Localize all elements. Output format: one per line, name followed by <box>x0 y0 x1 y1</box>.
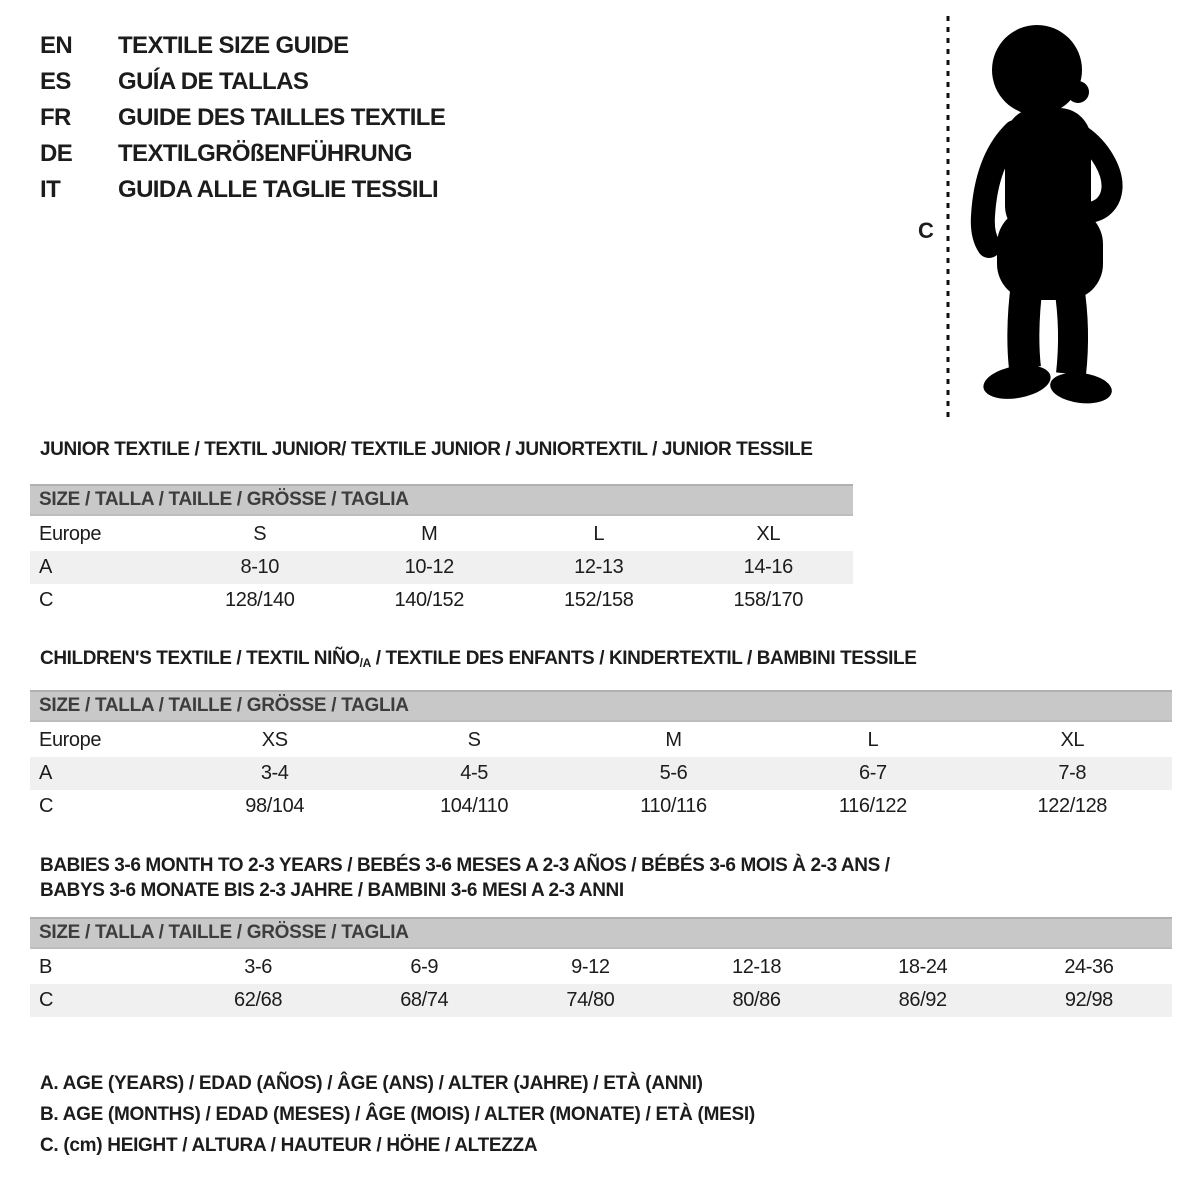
value-cell: 140/152 <box>394 589 465 611</box>
height-dashed-line <box>946 16 950 420</box>
value-cell: 122/128 <box>1037 795 1108 817</box>
value-cell: 86/92 <box>839 984 1006 1017</box>
children-title-prefix: CHILDREN'S TEXTILE / TEXTIL NIÑO <box>40 648 360 669</box>
legend-line-b: B. AGE (MONTHS) / EDAD (MESES) / ÂGE (MO… <box>40 1104 755 1125</box>
value-cell: 18-24 <box>898 956 948 978</box>
value-cell: 12-13 <box>514 551 684 584</box>
value-cell: 110/116 <box>640 795 707 817</box>
value-cell: M <box>665 729 682 751</box>
row-label-cell: C <box>39 589 54 611</box>
value-cell: 128/140 <box>225 589 295 611</box>
lang-row-de: DE TEXTILGRÖßENFÜHRUNG <box>40 136 445 172</box>
babies-textile-section: BABIES 3-6 MONTH TO 2-3 YEARS / BEBÉS 3-… <box>30 853 1172 1017</box>
children-textile-section: CHILDREN'S TEXTILE / TEXTIL NIÑO/A / TEX… <box>30 646 1172 823</box>
children-size-table: Europe XS S M L XL A 3-4 4-5 5-6 6-7 7-8… <box>30 724 1172 823</box>
value-cell: 62/68 <box>175 984 342 1017</box>
row-label-cell: A <box>30 757 175 790</box>
value-cell: 158/170 <box>733 589 804 611</box>
value-cell: L <box>867 729 879 751</box>
value-cell: L <box>593 523 605 545</box>
row-label-cell: C <box>30 984 175 1017</box>
value-cell: 6-9 <box>410 956 439 978</box>
value-cell: M <box>421 523 438 545</box>
lang-title: TEXTILGRÖßENFÜHRUNG <box>118 140 413 167</box>
value-cell: 4-5 <box>374 757 574 790</box>
value-cell: 14-16 <box>683 551 853 584</box>
value-cell: XS <box>261 729 288 751</box>
junior-textile-section: JUNIOR TEXTILE / TEXTIL JUNIOR/ TEXTILE … <box>30 437 853 617</box>
table-row: C 128/140 140/152 152/158 158/170 <box>30 584 853 617</box>
value-cell: 8-10 <box>175 551 345 584</box>
lang-title: TEXTILE SIZE GUIDE <box>118 32 349 59</box>
lang-row-fr: FR GUIDE DES TAILLES TEXTILE <box>40 100 446 136</box>
lang-code: FR <box>40 104 71 131</box>
value-cell: XL <box>1060 729 1085 751</box>
row-label-cell: Europe <box>39 523 102 545</box>
size-header-bar: SIZE / TALLA / TAILLE / GRÖSSE / TAGLIA <box>30 690 1172 722</box>
value-cell: 3-6 <box>244 956 272 978</box>
lang-code: ES <box>40 68 71 95</box>
lang-title: GUIDE DES TAILLES TEXTILE <box>118 104 446 131</box>
value-cell: 6-7 <box>773 757 973 790</box>
row-label-cell: A <box>30 551 175 584</box>
value-cell: 12-18 <box>731 956 782 978</box>
language-title-list: EN TEXTILE SIZE GUIDE ES GUÍA DE TALLAS … <box>40 28 446 208</box>
row-label-cell: C <box>39 795 54 817</box>
value-cell: 80/86 <box>673 984 840 1017</box>
size-header-bar: SIZE / TALLA / TAILLE / GRÖSSE / TAGLIA <box>30 917 1172 949</box>
lang-title: GUIDA ALLE TAGLIE TESSILI <box>118 176 439 203</box>
junior-section-title: JUNIOR TEXTILE / TEXTIL JUNIOR/ TEXTILE … <box>40 439 813 460</box>
value-cell: 68/74 <box>341 984 508 1017</box>
children-title-suffix: / TEXTILE DES ENFANTS / KINDERTEXTIL / B… <box>370 648 917 669</box>
value-cell: 7-8 <box>972 757 1172 790</box>
babies-section-title-line2: BABYS 3-6 MONATE BIS 2-3 JAHRE / BAMBINI… <box>40 880 624 901</box>
value-cell: S <box>253 523 267 545</box>
size-header-bar: SIZE / TALLA / TAILLE / GRÖSSE / TAGLIA <box>30 484 853 516</box>
table-row: Europe S M L XL <box>30 518 853 551</box>
value-cell: XL <box>756 523 781 545</box>
value-cell: S <box>467 729 481 751</box>
table-row: C 98/104 104/110 110/116 116/122 122/128 <box>30 790 1172 823</box>
lang-row-en: EN TEXTILE SIZE GUIDE <box>40 28 445 64</box>
value-cell: 5-6 <box>573 757 774 790</box>
babies-section-title-line1: BABIES 3-6 MONTH TO 2-3 YEARS / BEBÉS 3-… <box>40 855 890 876</box>
lang-code: DE <box>40 140 73 167</box>
value-cell: 10-12 <box>344 551 514 584</box>
value-cell: 116/122 <box>838 795 907 817</box>
legend-line-a: A. AGE (YEARS) / EDAD (AÑOS) / ÂGE (ANS)… <box>40 1073 703 1094</box>
lang-row-it: IT GUIDA ALLE TAGLIE TESSILI <box>40 172 445 208</box>
table-row: C 62/68 68/74 74/80 80/86 86/92 92/98 <box>30 984 1172 1017</box>
value-cell: 74/80 <box>507 984 674 1017</box>
children-title-sub: /A <box>359 656 372 670</box>
value-cell: 9-12 <box>571 956 610 978</box>
lang-row-es: ES GUÍA DE TALLAS <box>40 64 445 100</box>
value-cell: 98/104 <box>245 795 305 817</box>
row-label-cell: Europe <box>39 729 102 751</box>
value-cell: 24-36 <box>1064 956 1114 978</box>
babies-size-table: B 3-6 6-9 9-12 12-18 18-24 24-36 C 62/68… <box>30 951 1172 1017</box>
lang-code: IT <box>40 176 61 203</box>
toddler-silhouette-icon <box>970 25 1123 404</box>
measurement-legend: A. AGE (YEARS) / EDAD (AÑOS) / ÂGE (ANS)… <box>40 1068 755 1161</box>
junior-size-table: Europe S M L XL A 8-10 10-12 12-13 14-16… <box>30 518 853 617</box>
lang-title: GUÍA DE TALLAS <box>118 68 309 95</box>
children-section-title: CHILDREN'S TEXTILE / TEXTIL NIÑO/A / TEX… <box>40 646 1172 673</box>
lang-code: EN <box>40 32 73 59</box>
value-cell: 152/158 <box>564 589 634 611</box>
row-label-cell: B <box>39 956 52 978</box>
height-measure-figure: C <box>912 12 1162 427</box>
value-cell: 104/110 <box>440 795 509 817</box>
legend-line-c: C. (cm) HEIGHT / ALTURA / HAUTEUR / HÖHE… <box>40 1135 538 1156</box>
table-row: A 8-10 10-12 12-13 14-16 <box>30 551 853 584</box>
table-row: B 3-6 6-9 9-12 12-18 18-24 24-36 <box>30 951 1172 984</box>
value-cell: 92/98 <box>1005 984 1172 1017</box>
table-row: Europe XS S M L XL <box>30 724 1172 757</box>
measure-c-label: C <box>918 218 934 243</box>
table-row: A 3-4 4-5 5-6 6-7 7-8 <box>30 757 1172 790</box>
value-cell: 3-4 <box>175 757 375 790</box>
